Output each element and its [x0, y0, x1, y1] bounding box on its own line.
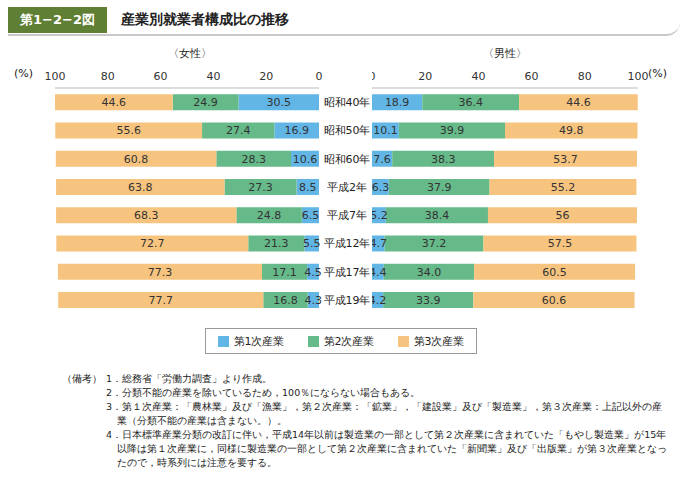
svg-text:38.3: 38.3 [431, 153, 456, 166]
svg-text:72.7: 72.7 [140, 237, 165, 250]
svg-text:37.9: 37.9 [427, 181, 452, 194]
svg-text:55.2: 55.2 [551, 181, 576, 194]
svg-text:6.3: 6.3 [372, 181, 389, 194]
svg-text:34.0: 34.0 [417, 266, 442, 279]
svg-text:0: 0 [372, 70, 376, 83]
svg-text:4.4: 4.4 [372, 266, 387, 279]
svg-text:40: 40 [206, 70, 220, 83]
svg-text:24.9: 24.9 [193, 96, 218, 109]
html-text:第2次産業: 第2次産業 [323, 334, 375, 348]
html-text:（備考）: （備考） [62, 373, 102, 384]
svg-text:平成17年: 平成17年 [324, 266, 371, 279]
svg-text:57.5: 57.5 [548, 237, 573, 250]
svg-text:33.9: 33.9 [416, 294, 441, 307]
svg-text:40: 40 [471, 70, 485, 83]
svg-text:5.5: 5.5 [303, 237, 321, 250]
svg-text:21.3: 21.3 [264, 237, 289, 250]
svg-text:7.6: 7.6 [373, 153, 391, 166]
svg-text:27.3: 27.3 [248, 181, 273, 194]
svg-text:27.4: 27.4 [226, 124, 251, 137]
svg-text:16.8: 16.8 [273, 294, 298, 307]
svg-text:60.5: 60.5 [542, 266, 567, 279]
svg-text:昭和60年: 昭和60年 [324, 153, 371, 166]
svg-text:10.1: 10.1 [373, 124, 398, 137]
svg-text:5.2: 5.2 [372, 209, 388, 222]
svg-text:49.8: 49.8 [559, 124, 584, 137]
svg-text:55.6: 55.6 [116, 124, 141, 137]
svg-text:6.5: 6.5 [302, 209, 320, 222]
html-text:〈男性〉: 〈男性〉 [483, 47, 527, 60]
html-text:産業別就業者構成比の推移: 産業別就業者構成比の推移 [120, 11, 289, 27]
svg-text:平成2年: 平成2年 [327, 181, 367, 194]
svg-text:60: 60 [525, 70, 539, 83]
html-text:第3次産業: 第3次産業 [413, 334, 465, 348]
svg-text:17.1: 17.1 [272, 266, 297, 279]
svg-text:20: 20 [259, 70, 273, 83]
svg-text:20: 20 [418, 70, 432, 83]
svg-text:77.3: 77.3 [148, 266, 173, 279]
svg-text:39.9: 39.9 [440, 124, 465, 137]
svg-text:4.7: 4.7 [372, 237, 387, 250]
svg-text:4.2: 4.2 [372, 294, 386, 307]
svg-text:0: 0 [316, 70, 323, 83]
svg-text:38.4: 38.4 [425, 209, 450, 222]
svg-text:18.9: 18.9 [385, 96, 410, 109]
svg-text:56: 56 [555, 209, 569, 222]
svg-text:60: 60 [154, 70, 168, 83]
html-text:4．日本標準産業分類の改訂に伴い，平成14年以前は製造業の一: 4．日本標準産業分類の改訂に伴い，平成14年以前は製造業の一部として第２次産業に… [106, 429, 668, 468]
svg-text:昭和50年: 昭和50年 [324, 124, 371, 137]
svg-text:63.8: 63.8 [128, 181, 153, 194]
svg-text:36.4: 36.4 [458, 96, 483, 109]
svg-text:80: 80 [578, 70, 592, 83]
svg-text:28.3: 28.3 [241, 153, 266, 166]
svg-text:30.5: 30.5 [266, 96, 291, 109]
svg-text:16.9: 16.9 [284, 124, 309, 137]
svg-text:平成7年: 平成7年 [327, 209, 367, 222]
svg-text:37.2: 37.2 [422, 237, 447, 250]
svg-text:60.8: 60.8 [124, 153, 149, 166]
svg-text:100: 100 [628, 70, 649, 83]
svg-text:44.6: 44.6 [566, 96, 591, 109]
svg-text:8.5: 8.5 [299, 181, 317, 194]
svg-text:4.5: 4.5 [304, 266, 322, 279]
html-text:〈女性〉: 〈女性〉 [168, 47, 212, 60]
svg-text:4.3: 4.3 [305, 294, 323, 307]
html-text:第1次産業: 第1次産業 [233, 334, 285, 348]
html-text:3．第１次産業：「農林業」及び「漁業」，第２次産業：「鉱業」: 3．第１次産業：「農林業」及び「漁業」，第２次産業：「鉱業」，「建設業」及び「製… [106, 401, 662, 426]
svg-text:平成12年: 平成12年 [324, 237, 371, 250]
svg-text:68.3: 68.3 [134, 209, 159, 222]
html-text:1．総務省「労働力調査」より作成。: 1．総務省「労働力調査」より作成。 [106, 373, 272, 384]
svg-text:100: 100 [45, 70, 66, 83]
svg-text:平成19年: 平成19年 [324, 294, 371, 307]
svg-text:10.6: 10.6 [293, 153, 318, 166]
svg-text:77.7: 77.7 [148, 294, 173, 307]
svg-text:80: 80 [101, 70, 115, 83]
svg-text:60.6: 60.6 [542, 294, 567, 307]
svg-text:昭和40年: 昭和40年 [324, 96, 371, 109]
html-text:第1−2−2図: 第1−2−2図 [20, 12, 95, 27]
svg-text:53.7: 53.7 [553, 153, 578, 166]
html-text:2．分類不能の産業を除いているため，100％にならない場合も: 2．分類不能の産業を除いているため，100％にならない場合もある。 [106, 387, 421, 398]
svg-text:24.8: 24.8 [257, 209, 282, 222]
svg-text:44.6: 44.6 [102, 96, 127, 109]
